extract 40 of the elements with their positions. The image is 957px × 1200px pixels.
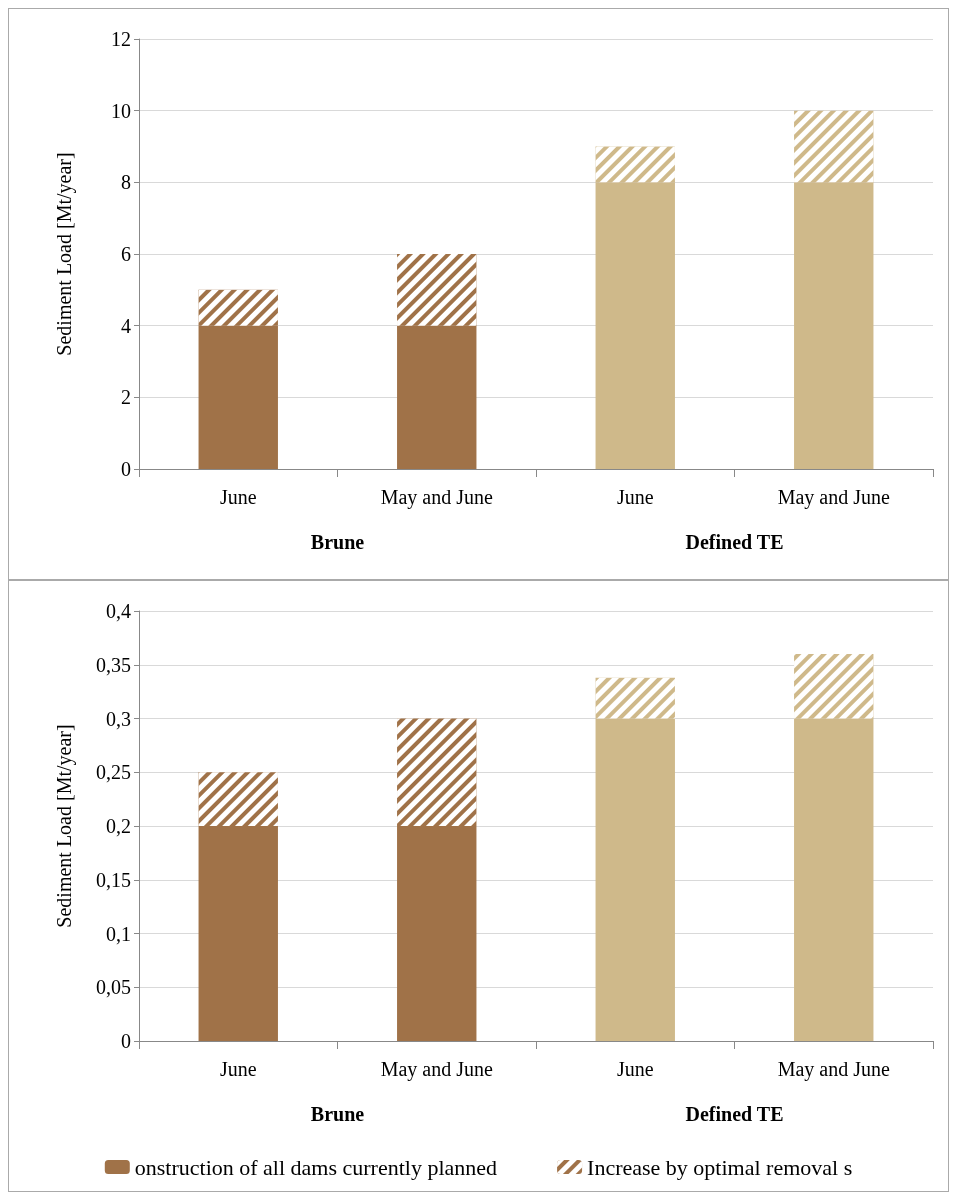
x-tick-label: June [616, 486, 654, 508]
y-tick-label: 4 [121, 314, 131, 337]
y-tick-label: 8 [121, 171, 131, 194]
y-tick-label: 0,05 [96, 976, 131, 999]
y-tick-label: 0,35 [96, 653, 131, 676]
text: Defined TE [685, 531, 784, 553]
x-tick-label: May and June [777, 1058, 890, 1081]
x-tick-label: May and June [380, 1058, 493, 1081]
y-tick-label: 0,2 [106, 815, 131, 837]
y-tick-label: 2 [121, 386, 131, 409]
x-tick-label: May and June [380, 486, 493, 509]
text: Defined TE [685, 1103, 784, 1125]
y-tick-label: 10 [111, 99, 131, 122]
bar [595, 182, 675, 469]
x-tick-label: June [219, 1058, 257, 1080]
y-tick-label: 0,25 [96, 761, 131, 784]
y-tick-label: 6 [121, 243, 131, 265]
y-axis-title: Sediment Load [Mt/year] [53, 724, 76, 928]
bar [397, 826, 477, 1041]
x-tick-label: June [616, 1058, 654, 1080]
text: Brune [310, 531, 365, 553]
y-tick-label: 0 [121, 458, 131, 480]
text: Brune [310, 1103, 365, 1125]
y-tick-label: 0,3 [106, 707, 131, 730]
x-tick-label: June [219, 486, 257, 508]
legend-label: Increase by optimal removal s [587, 1154, 853, 1180]
bar [397, 325, 477, 469]
y-tick-label: 0 [121, 1030, 131, 1052]
y-tick-label: 0,4 [106, 600, 131, 622]
legend-label: onstruction of all dams currently planned [134, 1154, 498, 1180]
bar [595, 718, 675, 1041]
bar [794, 718, 874, 1041]
y-axis-title: Sediment Load [Mt/year] [53, 152, 76, 356]
bar [794, 182, 874, 469]
bar [198, 826, 278, 1041]
x-tick-label: May and June [777, 486, 890, 509]
bar [198, 325, 278, 469]
y-tick-label: 12 [111, 28, 131, 50]
y-tick-label: 0,1 [106, 922, 131, 945]
y-tick-label: 0,15 [96, 868, 131, 891]
